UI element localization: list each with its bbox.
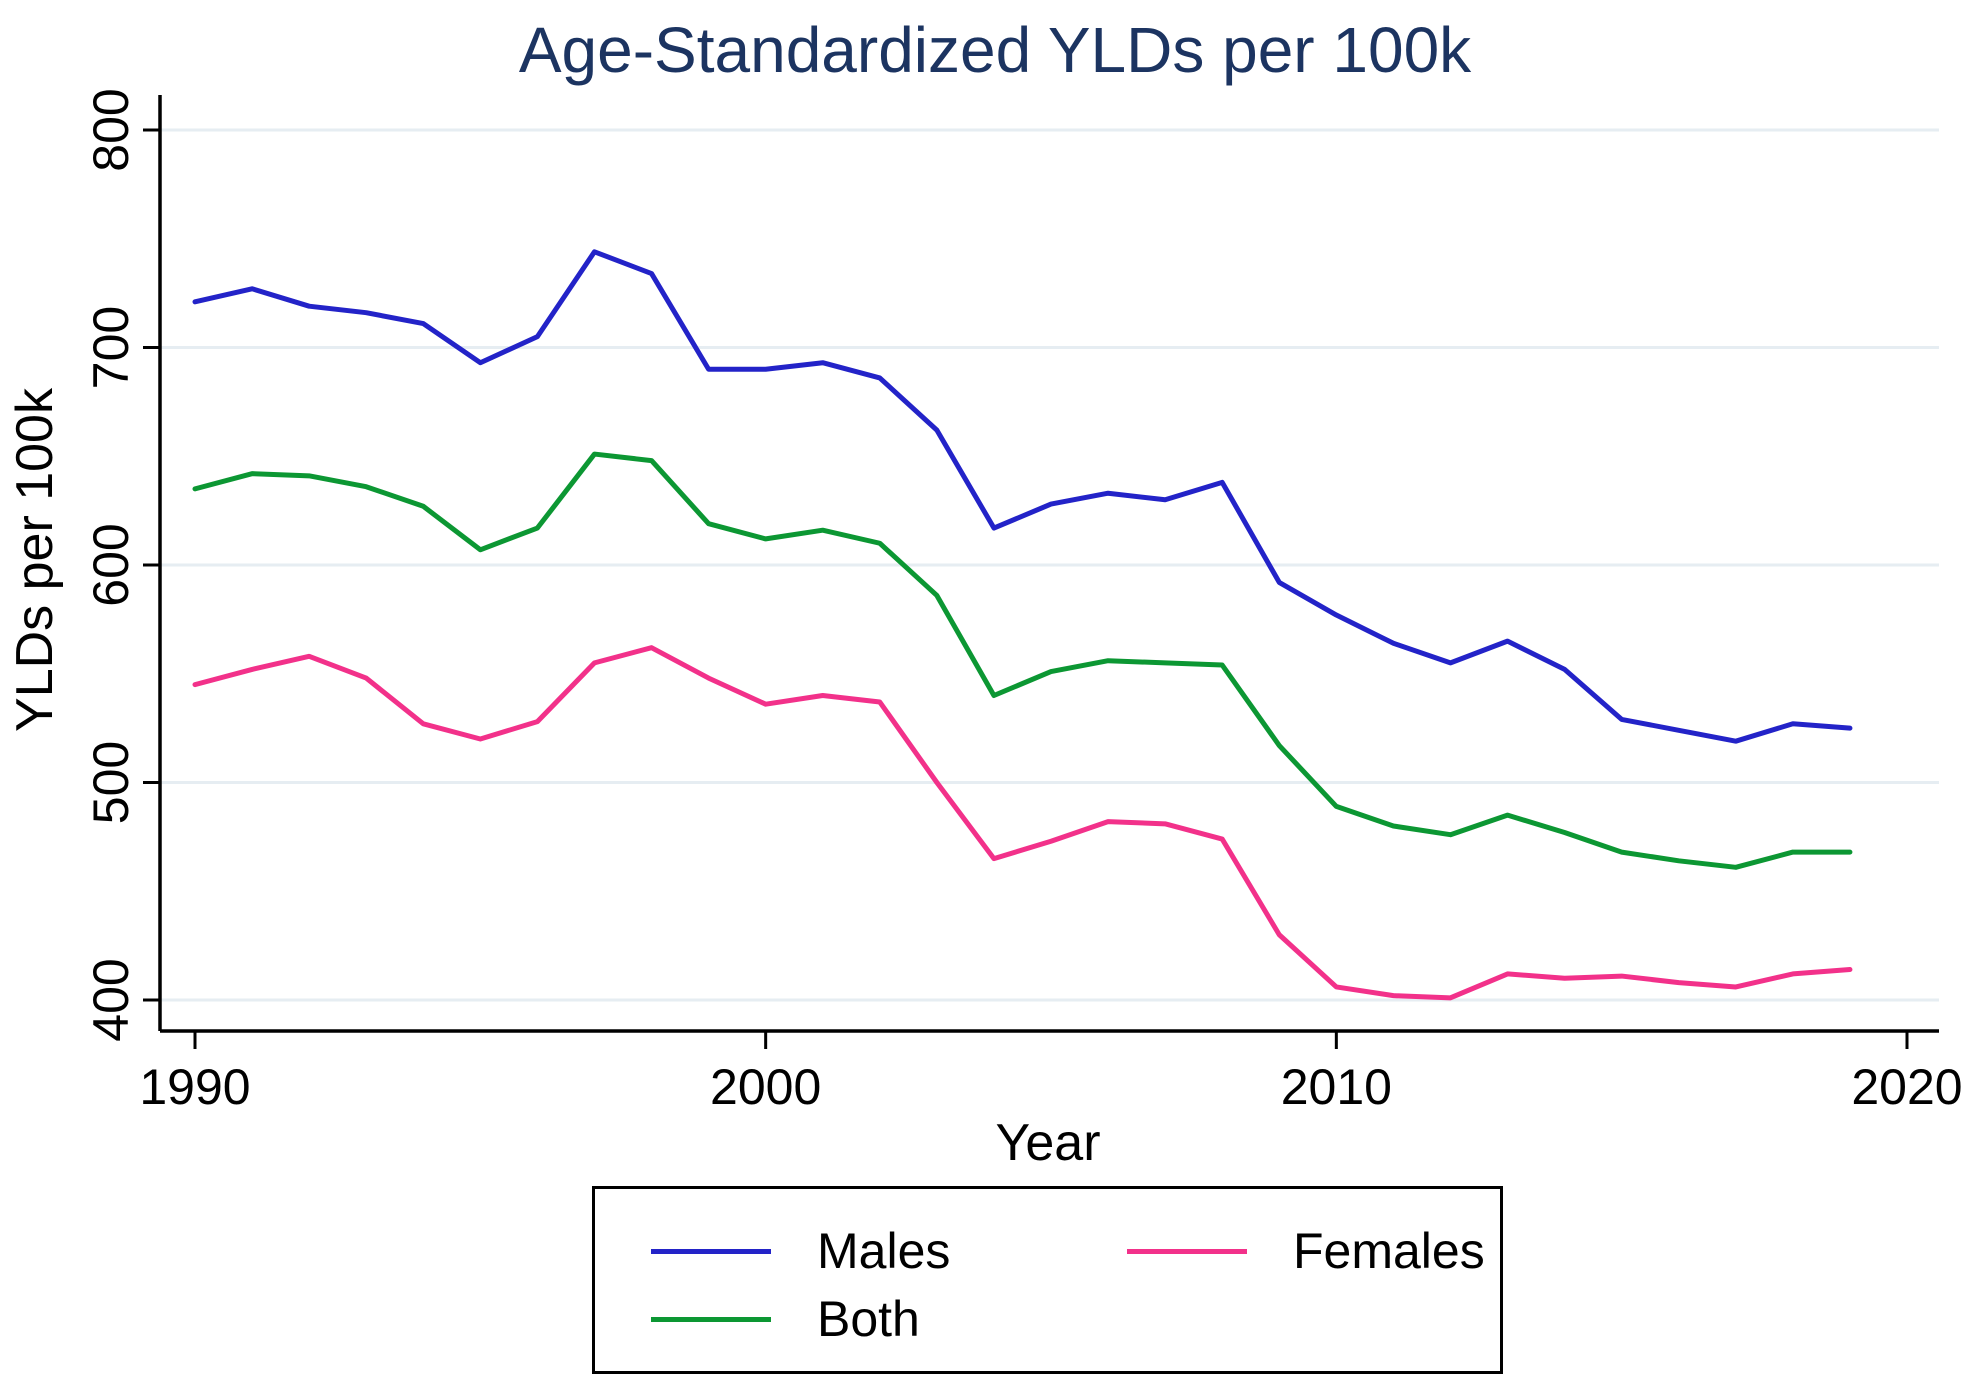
y-tick-label: 400	[83, 958, 139, 1041]
gridlines	[160, 128, 1939, 1002]
axes	[143, 95, 1939, 1049]
x-tick-label: 2020	[1851, 1059, 1962, 1115]
legend: Males Females Both	[592, 1186, 1503, 1374]
legend-label-females: Females	[1293, 1223, 1485, 1279]
legend-label-both: Both	[817, 1291, 920, 1347]
tick-labels: 400 500 600 700 800 1990 2000 2010 2020	[83, 88, 1963, 1115]
chart-title: Age-Standardized YLDs per 100k	[519, 14, 1472, 86]
legend-label-males: Males	[817, 1223, 951, 1279]
x-tick-label: 2000	[710, 1059, 821, 1115]
series-lines	[192, 249, 1853, 1001]
x-tick-label: 2010	[1281, 1059, 1392, 1115]
y-axis-title: YLDs per 100k	[6, 387, 64, 732]
series-line-females	[192, 645, 1853, 1001]
legend-item-males: Males	[651, 1217, 1127, 1285]
series-line-both	[192, 451, 1853, 870]
legend-item-females: Females	[1127, 1217, 1500, 1285]
y-tick-label: 500	[83, 741, 139, 824]
females-line-swatch	[1127, 1248, 1247, 1254]
x-axis-title: Year	[995, 1114, 1100, 1172]
legend-item-both: Both	[651, 1285, 1127, 1353]
y-tick-label: 800	[83, 88, 139, 171]
x-tick-label: 1990	[139, 1059, 250, 1115]
y-tick-label: 600	[83, 523, 139, 606]
both-line-swatch	[651, 1316, 771, 1322]
y-tick-label: 700	[83, 306, 139, 389]
males-line-swatch	[651, 1248, 771, 1254]
series-line-males	[192, 249, 1853, 744]
